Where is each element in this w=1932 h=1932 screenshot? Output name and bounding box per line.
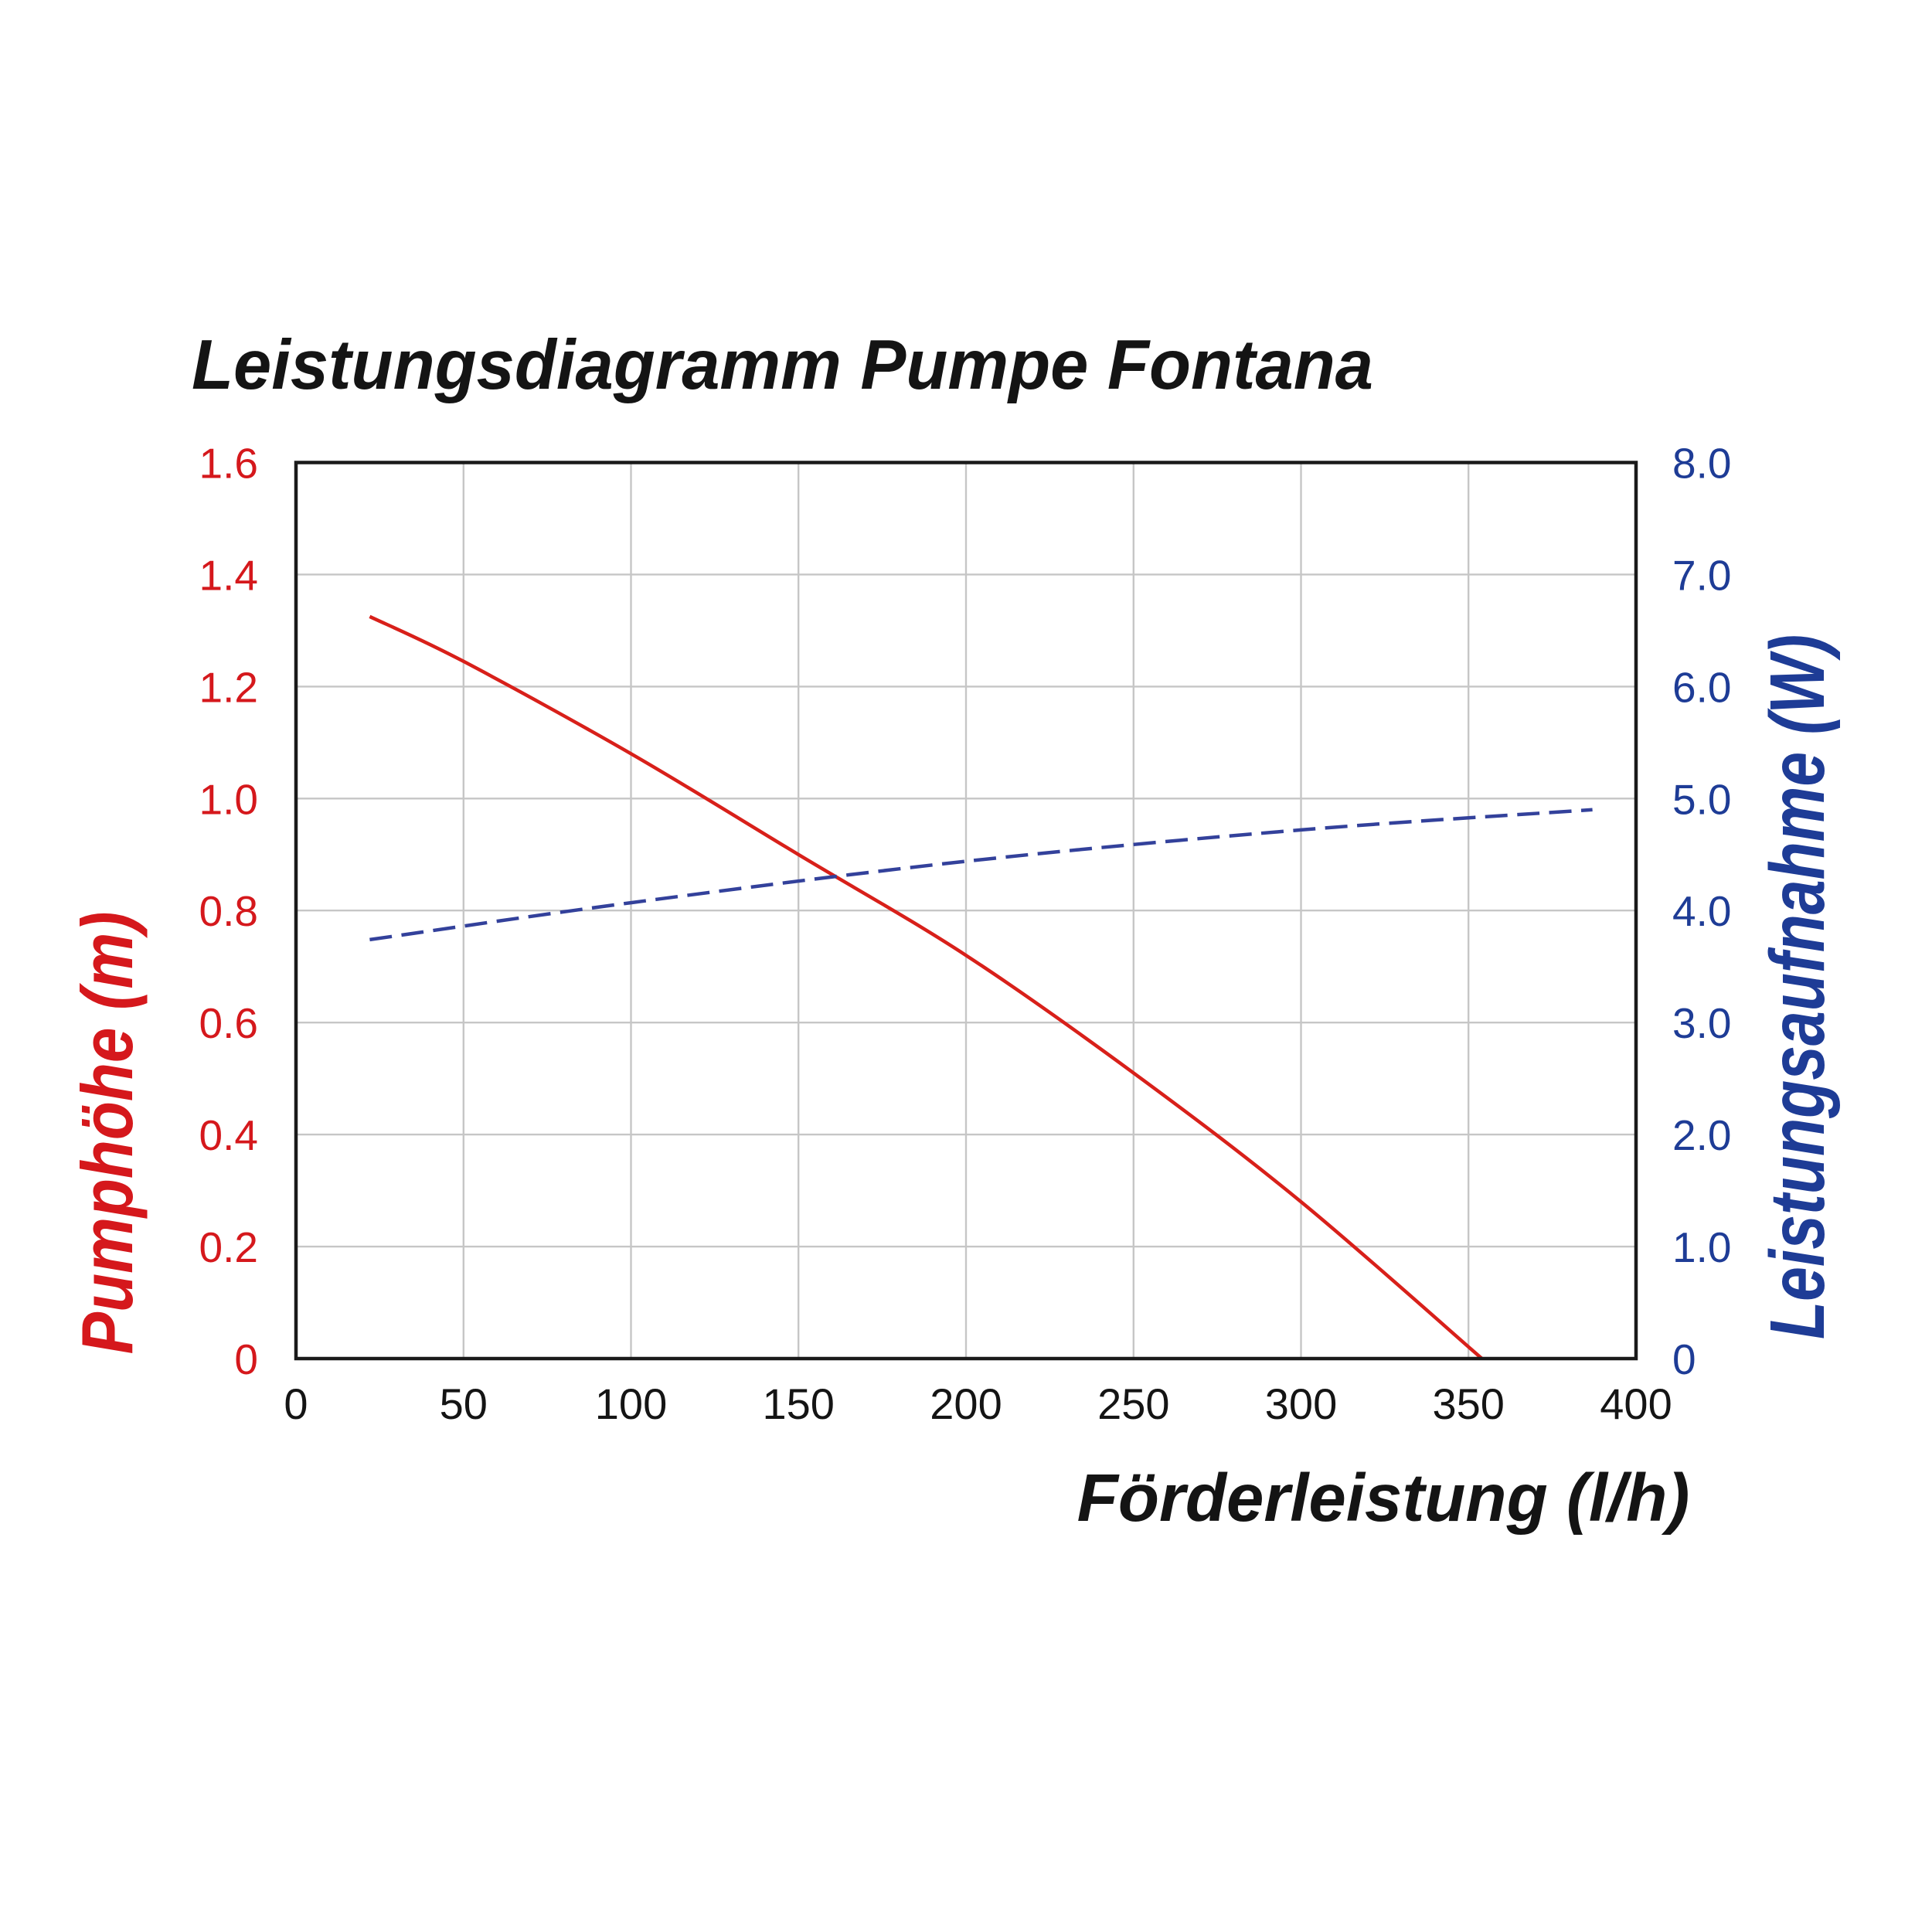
svg-text:7.0: 7.0 [1672, 551, 1731, 599]
svg-text:150: 150 [762, 1379, 834, 1428]
svg-text:Leistungsaufnahme (W): Leistungsaufnahme (W) [1754, 634, 1841, 1339]
svg-text:250: 250 [1097, 1379, 1169, 1428]
svg-text:1.0: 1.0 [199, 775, 258, 823]
svg-text:Förderleistung (l/h): Förderleistung (l/h) [1077, 1461, 1690, 1536]
svg-text:5.0: 5.0 [1672, 775, 1731, 823]
svg-text:400: 400 [1600, 1379, 1672, 1428]
svg-text:0: 0 [284, 1379, 308, 1428]
svg-text:0: 0 [234, 1335, 258, 1383]
svg-text:50: 50 [440, 1379, 488, 1428]
svg-text:0.4: 0.4 [199, 1111, 258, 1159]
svg-text:4.0: 4.0 [1672, 887, 1731, 935]
svg-text:0.8: 0.8 [199, 887, 258, 935]
svg-text:Leistungsdiagramm Pumpe Fontan: Leistungsdiagramm Pumpe Fontana [192, 326, 1373, 404]
svg-text:2.0: 2.0 [1672, 1111, 1731, 1159]
svg-text:3.0: 3.0 [1672, 999, 1731, 1047]
svg-text:6.0: 6.0 [1672, 663, 1731, 711]
svg-text:0: 0 [1672, 1335, 1696, 1383]
svg-text:1.4: 1.4 [199, 551, 258, 599]
svg-text:0.2: 0.2 [199, 1223, 258, 1271]
svg-text:Pumphöhe (m): Pumphöhe (m) [66, 912, 148, 1355]
svg-text:350: 350 [1432, 1379, 1504, 1428]
svg-text:8.0: 8.0 [1672, 440, 1731, 488]
svg-text:100: 100 [595, 1379, 667, 1428]
svg-text:0.6: 0.6 [199, 999, 258, 1047]
svg-text:200: 200 [930, 1379, 1002, 1428]
svg-text:300: 300 [1265, 1379, 1337, 1428]
svg-text:1.2: 1.2 [199, 663, 258, 711]
svg-text:1.0: 1.0 [1672, 1223, 1731, 1271]
svg-text:1.6: 1.6 [199, 440, 258, 488]
